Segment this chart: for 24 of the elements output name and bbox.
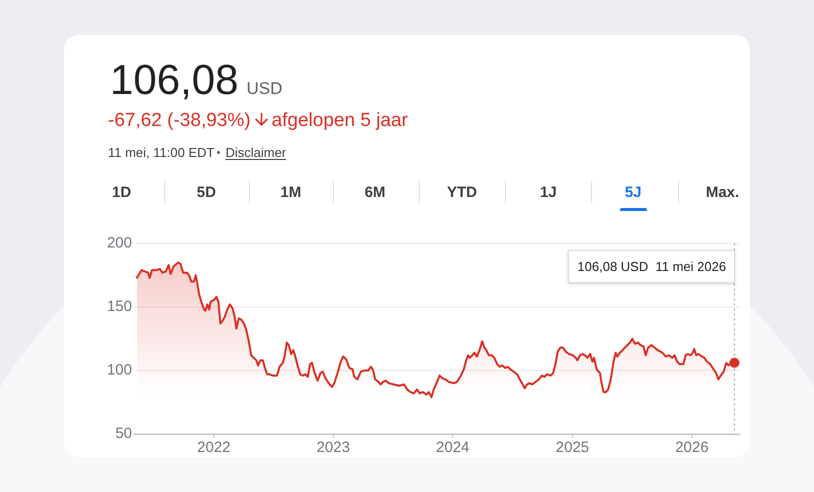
text: Max. <box>706 184 740 200</box>
text: 1M <box>280 184 302 200</box>
y-tick-label: 100 <box>106 362 132 379</box>
text: YTD <box>447 184 477 200</box>
x-tick-label: 2026 <box>675 439 709 456</box>
y-tick-label: 150 <box>106 298 132 316</box>
text: 1D <box>112 184 132 200</box>
text: 5J <box>624 184 642 200</box>
text: -67,62 (-38,93%) <box>108 110 251 131</box>
y-tick-label: 50 <box>115 425 132 442</box>
text: afgelopen 5 jaar <box>272 110 408 131</box>
text: 5D <box>196 184 216 200</box>
text: 11 mei, 11:00 EDT <box>108 145 214 160</box>
text: Disclaimer <box>225 145 286 160</box>
y-tick-label: 200 <box>106 234 132 252</box>
x-tick-label: 2023 <box>316 439 350 456</box>
x-tick-label: 2024 <box>436 439 470 456</box>
chart-title: 106,08 <box>110 56 238 103</box>
x-tick-label: 2022 <box>197 439 231 456</box>
text: 1J <box>540 184 557 200</box>
x-tick-label: 2025 <box>556 439 590 456</box>
text: USD <box>246 79 282 98</box>
annotation: 106,08 USD 11 mei 2026 <box>568 250 736 282</box>
text: 6M <box>364 184 386 200</box>
